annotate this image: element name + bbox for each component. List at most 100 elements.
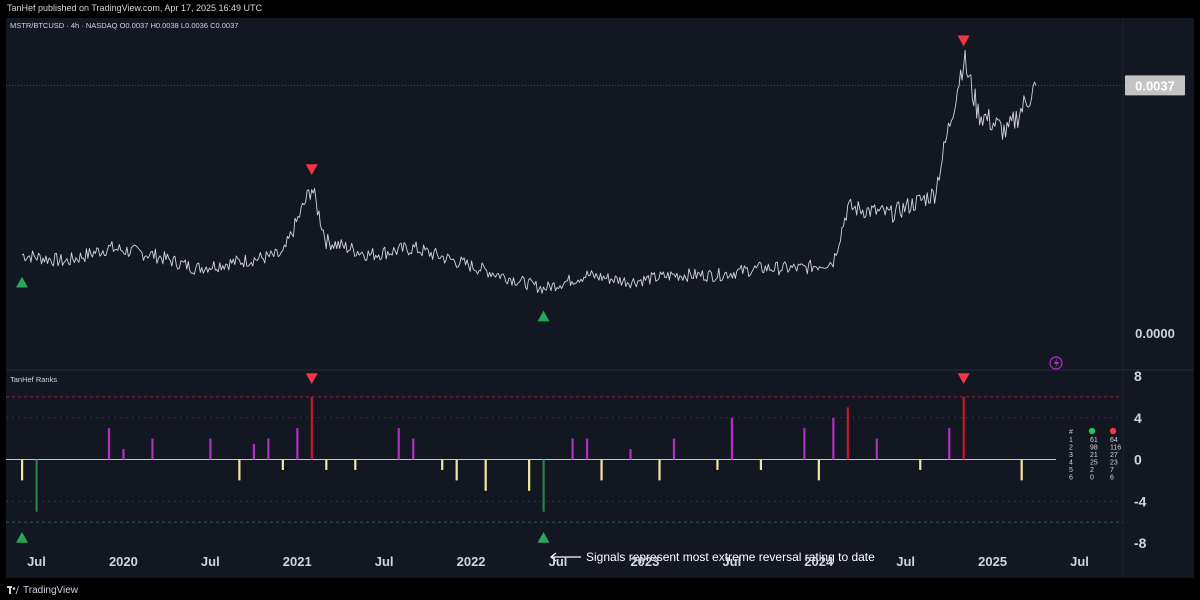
price-signal-bullish [537,310,550,322]
annotation-arrow [550,552,581,562]
table-cell: 61 [1090,437,1098,444]
time-axis-label: 2020 [109,554,138,569]
indicator-bar [629,449,632,460]
indicator-bar [528,459,531,491]
time-axis-label: 2023 [630,554,659,569]
indicator-bar [1020,459,1023,481]
indicator-bar [252,443,255,460]
table-cell: 7 [1110,467,1114,474]
indicator-bar [730,417,734,460]
time-axis-label: Jul [27,554,46,569]
indicator-bar [238,459,241,481]
table-cell: 27 [1110,452,1118,459]
indicator-bar [209,438,212,460]
table-cell: 6 [1069,475,1073,482]
table-cell: 1 [1069,437,1073,444]
table-cell: 4 [1069,460,1073,467]
price-series-line [21,49,1037,294]
indicator-axis-tick: 8 [1134,368,1142,384]
indicator-signal-bearish [957,373,970,384]
indicator-bar [803,428,806,460]
indicator-bar [948,428,951,460]
indicator-signal-bullish [16,532,28,543]
indicator-signal-bearish [305,373,318,384]
indicator-bar [151,438,154,460]
indicator-bar [759,459,763,470]
table-cell: 116 [1110,445,1121,452]
table-header-bear-dot [1109,427,1117,435]
indicator-title: TanHef Ranks [10,375,57,384]
alert-icon [1049,356,1063,370]
price-signal-bullish [16,276,28,288]
indicator-bar [267,438,270,460]
indicator-bar [846,407,849,460]
footer-brand: TradingView [23,584,79,596]
time-axis-label: Jul [549,554,568,569]
price-signal-bearish [957,35,970,47]
indicator-bar [919,459,922,470]
indicator-bar [571,438,574,460]
indicator-axis-tick: -4 [1134,493,1147,509]
indicator-bar [107,428,111,460]
indicator-bar [585,438,589,460]
table-cell: 98 [1090,445,1098,452]
indicator-bar [122,449,125,460]
table-cell: 25 [1090,460,1098,467]
indicator-bar [962,396,965,460]
table-cell: 3 [1069,452,1073,459]
indicator-bar [296,428,299,460]
time-axis-label: Jul [896,554,915,569]
table-cell: 6 [1110,475,1114,482]
time-axis-label: 2021 [283,554,312,569]
indicator-bar [875,438,878,460]
indicator-bar [441,459,444,470]
indicator-axis-tick: -8 [1134,535,1147,551]
indicator-axis-tick: 0 [1134,452,1142,468]
indicator-bar [397,428,400,460]
indicator-bar [455,459,458,481]
table-cell: 5 [1069,467,1073,474]
table-header-bull-dot [1088,427,1096,435]
indicator-axis-tick: 4 [1134,410,1142,426]
time-axis-label: 2025 [978,554,1007,569]
indicator-signal-bullish [537,532,550,543]
tradingview-logo-icon [7,586,19,594]
indicator-bar [716,459,719,470]
table-cell: 0 [1090,475,1094,482]
symbol-legend: MSTR/BTCUSD · 4h · NASDAQ O0.0037 H0.003… [10,21,238,30]
price-axis-zero: 0.0000 [1135,326,1175,341]
time-axis-label: 2022 [457,554,486,569]
indicator-bar [281,459,284,470]
indicator-bar [832,417,835,460]
time-axis-label: Jul [722,554,741,569]
chart-area[interactable]: MSTR/BTCUSD · 4h · NASDAQ O0.0037 H0.003… [6,18,1194,578]
last-price-tag [1125,75,1185,96]
table-cell: 21 [1090,452,1098,459]
time-axis-label: Jul [201,554,220,569]
indicator-bar [542,459,545,512]
table-cell: 2 [1090,467,1094,474]
annotation-text: Signals represent most extreme reversal … [586,550,875,564]
table-cell: 2 [1069,445,1073,452]
indicator-bar [310,396,313,460]
indicator-bar [354,459,357,470]
time-axis-label: Jul [1070,554,1089,569]
indicator-bar [325,459,328,470]
time-axis-label: 2024 [804,554,834,569]
table-cell: 64 [1110,437,1118,444]
last-price-label: 0.0037 [1135,78,1175,93]
price-signal-bearish [305,164,318,175]
indicator-bar [35,459,38,512]
indicator-bar [817,459,820,481]
chart-svg[interactable]: MSTR/BTCUSD · 4h · NASDAQ O0.0037 H0.003… [6,18,1194,578]
table-cell: 23 [1110,460,1118,467]
indicator-bar [672,438,676,460]
published-line: TanHef published on TradingView.com, Apr… [7,3,262,13]
indicator-bar [21,459,24,481]
table-header-index: # [1069,429,1073,436]
indicator-bar [412,438,415,460]
footer: TradingView [7,582,78,598]
indicator-bar [484,459,487,491]
time-axis-label: Jul [375,554,394,569]
